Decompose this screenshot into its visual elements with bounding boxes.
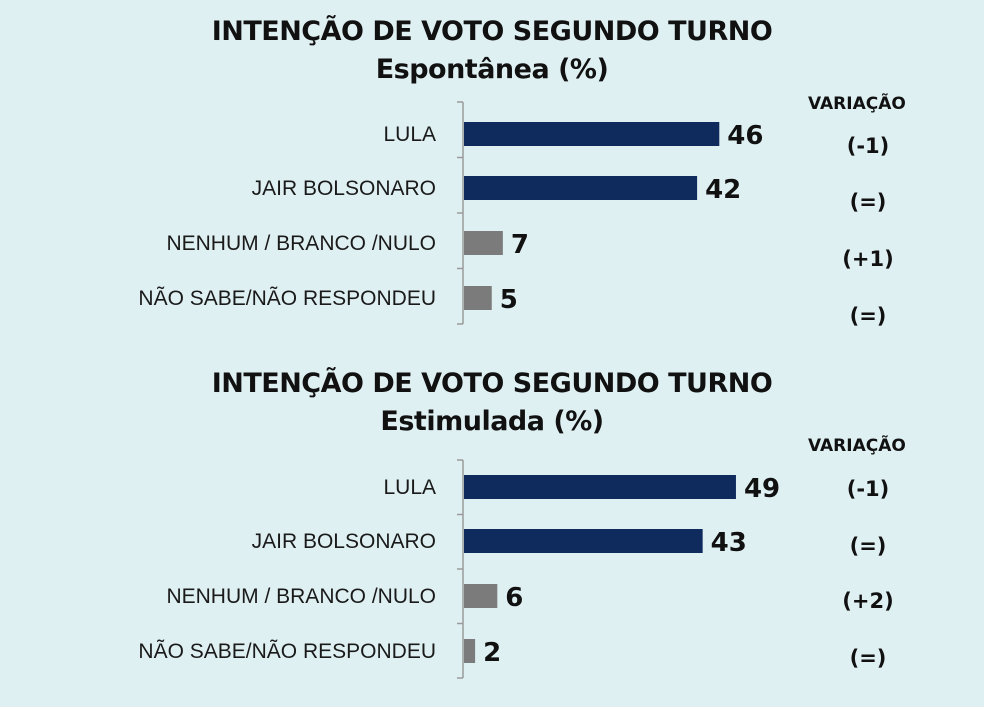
chart2-value-label: 49 [744, 474, 780, 504]
chart2-bar [464, 475, 736, 499]
chart1-value-label: 5 [500, 285, 518, 315]
chart2-category-label: NENHUM / BRANCO /NULO [166, 585, 436, 608]
chart2-value-label: 43 [711, 528, 747, 558]
chart2-variation-label: (+2) [842, 589, 893, 613]
chart2-category-label: LULA [383, 476, 436, 499]
chart1-value-label: 46 [727, 121, 763, 151]
chart1-bar [464, 176, 698, 200]
chart2-category-label: JAIR BOLSONARO [252, 530, 436, 553]
chart1-variation-label: (=) [850, 304, 887, 328]
chart2-title: INTENÇÃO DE VOTO SEGUNDO TURNO [211, 368, 773, 399]
chart2-variation-header: VARIAÇÃO [808, 436, 906, 456]
chart2-bar [464, 639, 476, 663]
chart1-variation-label: (+1) [842, 247, 893, 271]
chart2-bar [464, 529, 703, 553]
chart1-bar [464, 231, 503, 255]
chart1-category-label: JAIR BOLSONARO [252, 177, 436, 200]
chart2-variation-label: (-1) [847, 477, 890, 501]
chart1-category-label: NENHUM / BRANCO /NULO [166, 232, 436, 255]
chart1-bar [464, 286, 492, 310]
chart2-bar [464, 584, 498, 608]
chart1-title: INTENÇÃO DE VOTO SEGUNDO TURNO [211, 16, 773, 47]
chart1-value-label: 7 [511, 230, 529, 260]
chart1-variation-label: (=) [850, 190, 887, 214]
chart1-variation-label: (-1) [847, 134, 890, 158]
chart2-value-label: 6 [505, 583, 523, 613]
chart1-category-label: LULA [383, 123, 436, 146]
chart2-plot: LULA 49 (-1) JAIR BOLSONARO 43 (=) NENHUM / BR… [138, 459, 894, 679]
chart1-plot: LULA 46 (-1) JAIR BOLSONARO 42 (=) NENHUM / BR… [138, 101, 894, 328]
chart1-subtitle: Espontânea (%) [375, 54, 609, 85]
chart2-category-label: NÃO SABE/NÃO RESPONDEU [138, 639, 436, 663]
chart2-subtitle: Estimulada (%) [380, 406, 604, 437]
chart2-variation-label: (=) [850, 646, 887, 670]
chart2-variation-label: (=) [850, 534, 887, 558]
chart1-category-label: NÃO SABE/NÃO RESPONDEU [138, 286, 436, 310]
chart1-bar [464, 122, 720, 146]
chart1-variation-header: VARIAÇÃO [808, 94, 906, 114]
chart2-value-label: 2 [483, 638, 501, 668]
chart1-value-label: 42 [705, 175, 741, 205]
